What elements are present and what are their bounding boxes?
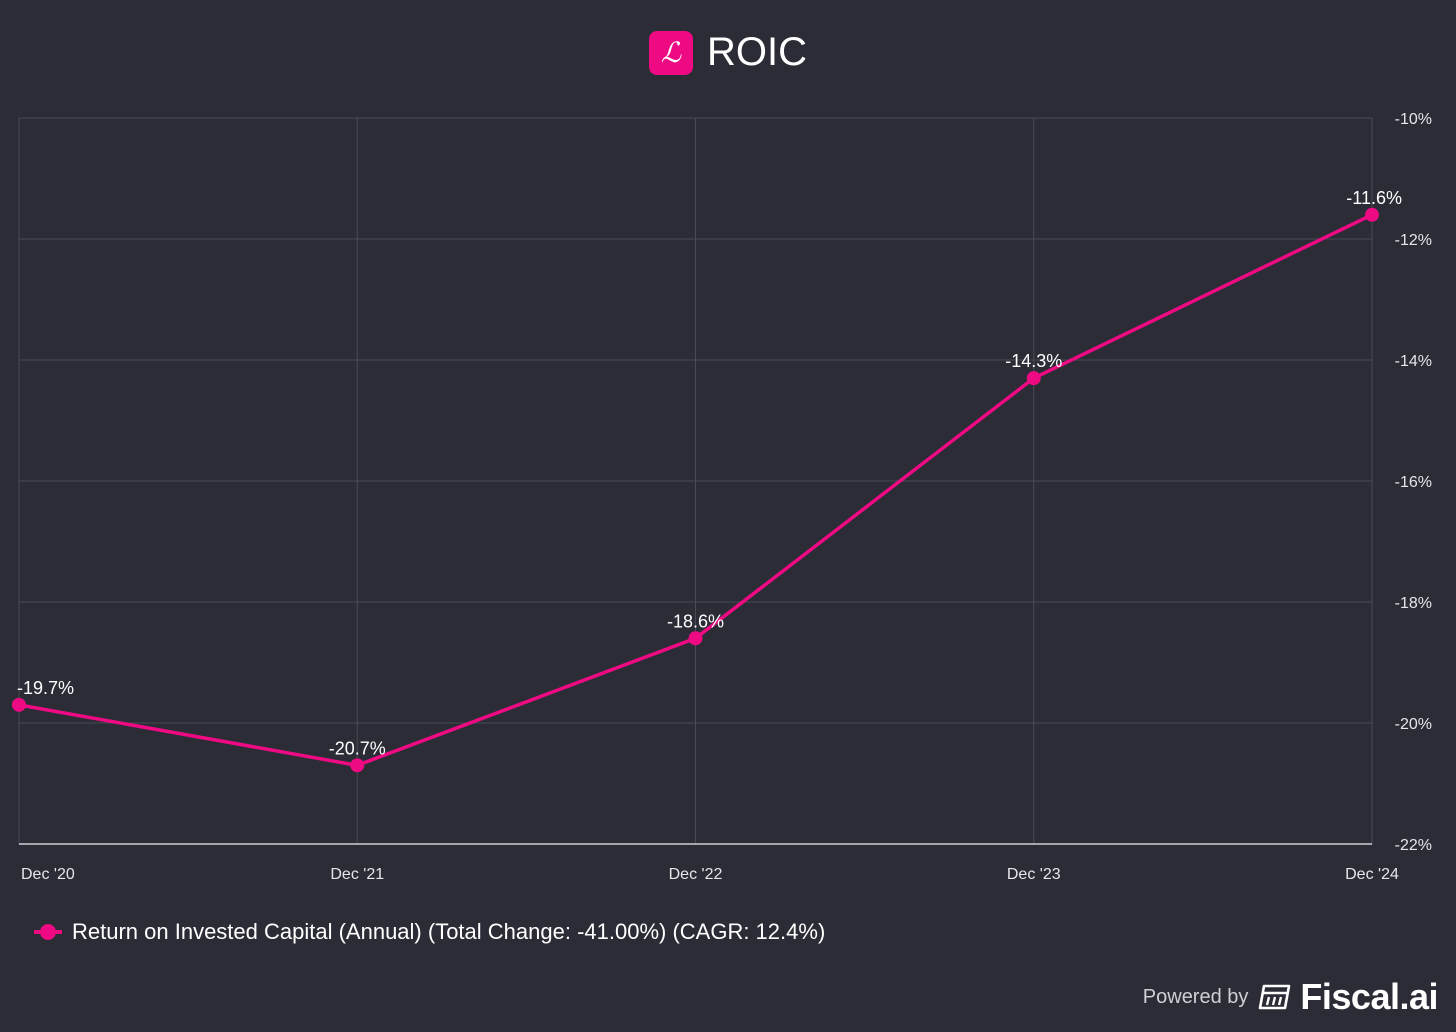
chart-header: ℒ ROIC xyxy=(0,30,1456,75)
data-label: -20.7% xyxy=(329,738,386,758)
data-label: -11.6% xyxy=(1346,188,1402,208)
chart-legend[interactable]: Return on Invested Capital (Annual) (Tot… xyxy=(34,918,825,946)
data-label: -19.7% xyxy=(17,678,74,698)
company-logo-glyph: ℒ xyxy=(660,35,682,69)
y-tick-label: -12% xyxy=(1395,232,1432,249)
x-tick-label: Dec '20 xyxy=(21,866,75,883)
powered-by-text: Powered by xyxy=(1142,985,1249,1008)
data-point[interactable] xyxy=(12,697,26,712)
y-tick-label: -14% xyxy=(1395,353,1432,370)
x-tick-label: Dec '24 xyxy=(1345,866,1399,883)
roic-chart: -10% -12% -14% -16% -18% -20% -22% Dec '20 Dec '… xyxy=(12,111,1432,883)
company-logo: ℒ xyxy=(649,30,693,75)
data-point[interactable] xyxy=(1365,207,1379,222)
calculator-icon xyxy=(1259,984,1291,1010)
data-label: -14.3% xyxy=(1005,351,1062,371)
x-tick-label: Dec '22 xyxy=(669,866,723,883)
data-point[interactable] xyxy=(350,758,365,773)
data-point[interactable] xyxy=(1026,371,1041,386)
chart-title: ROIC xyxy=(707,30,807,74)
y-tick-label: -18% xyxy=(1395,595,1432,612)
y-tick-label: -22% xyxy=(1395,837,1432,854)
y-tick-label: -10% xyxy=(1395,111,1432,128)
x-tick-label: Dec '23 xyxy=(1007,866,1061,883)
legend-marker xyxy=(34,918,62,946)
footer-branding[interactable]: Powered by Fiscal.ai xyxy=(1142,976,1439,1018)
legend-label: Return on Invested Capital (Annual) (Tot… xyxy=(72,919,826,944)
x-tick-label: Dec '21 xyxy=(330,866,384,883)
data-label: -18.6% xyxy=(667,611,724,631)
fiscal-ai-brand: Fiscal.ai xyxy=(1300,976,1438,1017)
y-tick-label: -16% xyxy=(1395,474,1432,491)
data-point[interactable] xyxy=(688,631,703,646)
y-tick-label: -20% xyxy=(1395,716,1432,733)
